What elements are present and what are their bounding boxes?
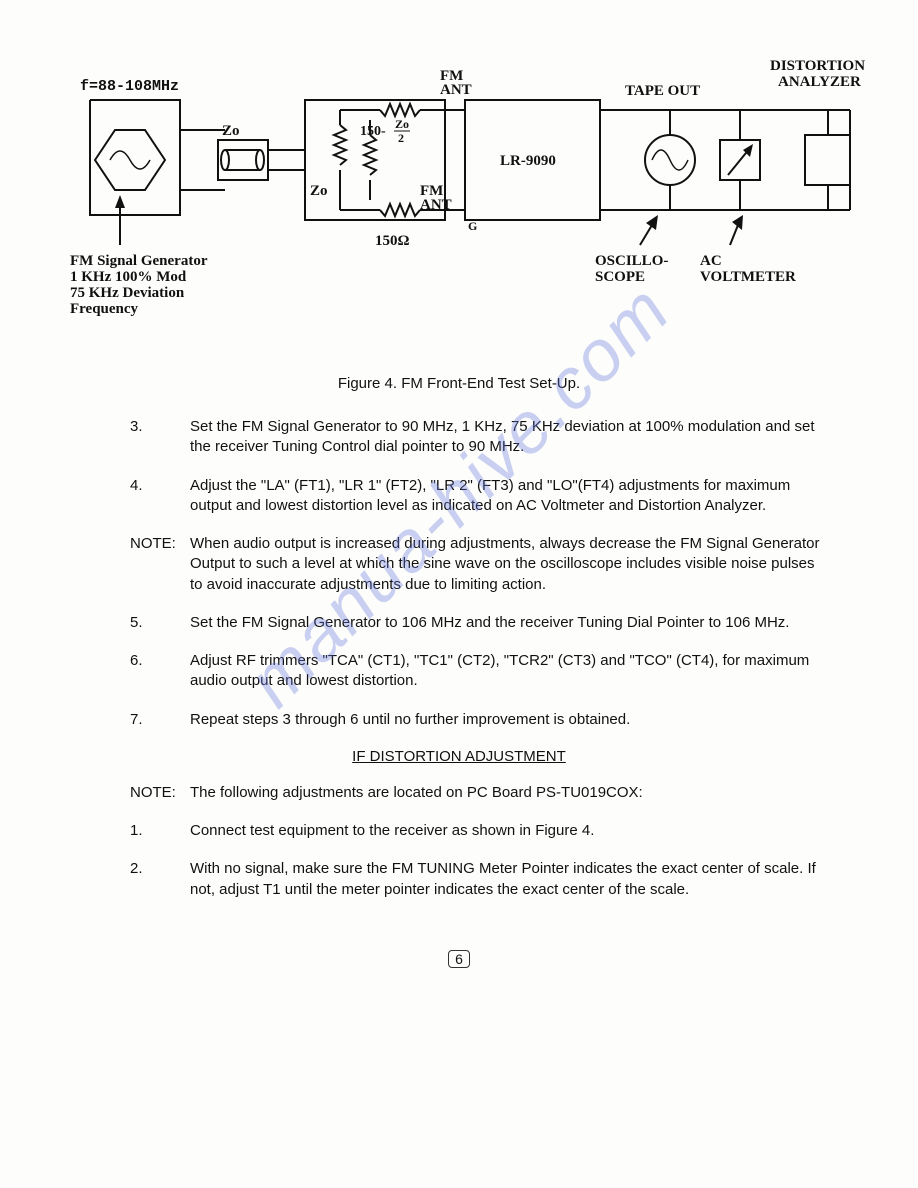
- item-text: Adjust the "LA" (FT1), "LR 1" (FT2), "LR…: [190, 476, 828, 517]
- zo-label-2: Zo: [310, 183, 328, 199]
- item-num: NOTE:: [130, 783, 190, 803]
- item-num: NOTE:: [130, 534, 190, 595]
- fm-ant-bot: FMANT: [420, 183, 452, 213]
- item-text: Repeat steps 3 through 6 until no furthe…: [190, 710, 828, 730]
- page-number: 6: [50, 950, 868, 968]
- item-text: Set the FM Signal Generator to 90 MHz, 1…: [190, 417, 828, 458]
- item-text: Connect test equipment to the receiver a…: [190, 821, 828, 841]
- item-num: 1.: [130, 821, 190, 841]
- item-text: With no signal, make sure the FM TUNING …: [190, 859, 828, 900]
- item-num: 7.: [130, 710, 190, 730]
- acvm-label: ACVOLTMETER: [700, 253, 796, 285]
- distortion-analyzer-symbol: [805, 135, 850, 185]
- zo-label-1: Zo: [222, 123, 240, 139]
- term-r-label: 150Ω: [375, 233, 410, 249]
- item-num: 3.: [130, 417, 190, 458]
- instructions-block-a: 3.Set the FM Signal Generator to 90 MHz,…: [130, 417, 828, 730]
- dist-label: DISTORTIONANALYZER: [770, 60, 865, 90]
- svg-text:G: G: [468, 219, 477, 233]
- siggen-label: FM Signal Generator 1 KHz 100% Mod 75 KH…: [70, 253, 211, 317]
- item-text: Set the FM Signal Generator to 106 MHz a…: [190, 613, 828, 633]
- item-text: Adjust RF trimmers "TCA" (CT1), "TC1" (C…: [190, 651, 828, 692]
- item-num: 2.: [130, 859, 190, 900]
- scope-label: OSCILLO-SCOPE: [595, 253, 668, 285]
- item-text: The following adjustments are located on…: [190, 783, 828, 803]
- tapeout-label: TAPE OUT: [625, 83, 700, 99]
- svg-text:Zo: Zo: [395, 117, 409, 131]
- instructions-block-b: NOTE:The following adjustments are locat…: [130, 783, 828, 900]
- fm-ant-top: FMANT: [440, 68, 472, 98]
- item-num: 4.: [130, 476, 190, 517]
- item-text: When audio output is increased during ad…: [190, 534, 828, 595]
- item-num: 5.: [130, 613, 190, 633]
- figure-caption: Figure 4. FM Front-End Test Set-Up.: [50, 375, 868, 392]
- circuit-diagram: f=88-108MHz FM Signal Generator 1 KHz 10…: [50, 60, 868, 345]
- item-num: 6.: [130, 651, 190, 692]
- svg-text:2: 2: [398, 131, 404, 145]
- freq-label: f=88-108MHz: [80, 78, 179, 95]
- dut-label: LR-9090: [500, 153, 556, 169]
- section-heading: IF DISTORTION ADJUSTMENT: [50, 748, 868, 765]
